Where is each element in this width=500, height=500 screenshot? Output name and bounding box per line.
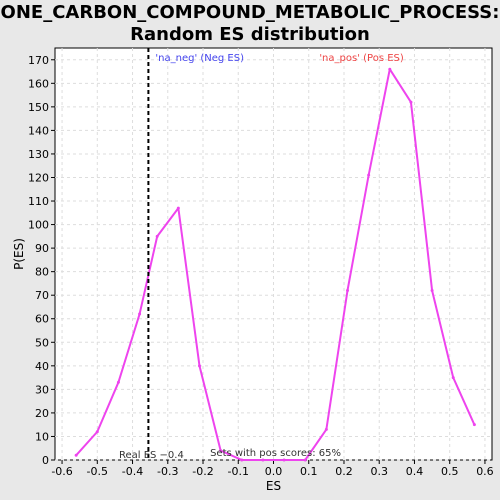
y-tick-label: 60 [35, 313, 49, 326]
x-tick-label: -0.1 [228, 465, 249, 478]
y-tick-label: 100 [28, 219, 49, 232]
x-tick-label: -0.2 [192, 465, 213, 478]
data-point [324, 427, 328, 431]
y-tick-label: 160 [28, 77, 49, 90]
x-tick-label: -0.3 [157, 465, 178, 478]
y-tick-label: 0 [42, 454, 49, 467]
y-tick-label: 140 [28, 124, 49, 137]
data-point [219, 449, 223, 453]
x-tick-label: 0.0 [265, 465, 283, 478]
data-point [176, 206, 180, 210]
x-tick-label: -0.5 [87, 465, 108, 478]
annotation-layer: Real ES −0.4 'na_neg' (Neg ES) 'na_pos' (P… [119, 48, 404, 461]
data-point [451, 376, 455, 380]
data-point [261, 458, 265, 462]
data-point [74, 453, 78, 457]
y-tick-label: 20 [35, 407, 49, 420]
data-point [472, 423, 476, 427]
y-tick-label: 30 [35, 383, 49, 396]
y-tick-label: 40 [35, 360, 49, 373]
data-point [346, 288, 350, 292]
data-point [388, 67, 392, 71]
data-point [303, 458, 307, 462]
data-point [367, 173, 371, 177]
y-tick-label: 90 [35, 242, 49, 255]
y-tick-label: 50 [35, 336, 49, 349]
y-tick-label: 10 [35, 430, 49, 443]
grid-layer [55, 48, 492, 461]
x-tick-label: 0.6 [476, 465, 494, 478]
pos-scores-label: Sets with pos scores: 65% [210, 448, 341, 459]
data-point [282, 458, 286, 462]
data-point [240, 458, 244, 462]
chart-title-line-2: Random ES distribution [130, 24, 370, 45]
series-line [75, 68, 476, 461]
y-tick-label: 70 [35, 289, 49, 302]
series-layer [74, 67, 476, 462]
data-point [116, 380, 120, 384]
axes-layer: 0 10 20 30 40 50 60 70 80 90 100 110 120 130 140 150 160… [12, 54, 494, 493]
neg-es-label: 'na_neg' (Neg ES) [155, 53, 244, 64]
data-point [95, 430, 99, 434]
y-tick-label: 150 [28, 101, 49, 114]
x-tick-label: 0.1 [300, 465, 318, 478]
data-point [138, 312, 142, 316]
x-tick-label: 0.5 [441, 465, 459, 478]
y-tick-label: 80 [35, 266, 49, 279]
x-tick-label: -0.6 [51, 465, 72, 478]
y-tick-label: 120 [28, 171, 49, 184]
y-tick-label: 110 [28, 195, 49, 208]
y-axis-label: P(ES) [12, 238, 26, 270]
x-tick-label: 0.3 [370, 465, 388, 478]
x-tick-label: 0.4 [406, 465, 424, 478]
data-point [430, 288, 434, 292]
real-es-label: Real ES −0.4 [119, 450, 184, 461]
y-tick-label: 170 [28, 54, 49, 67]
data-point [409, 100, 413, 104]
data-point [155, 234, 159, 238]
x-axis-label: ES [266, 479, 281, 493]
y-tick-label: 130 [28, 148, 49, 161]
chart-title-line-1: ONE_CARBON_COMPOUND_METABOLIC_PROCESS: [0, 2, 500, 23]
data-point [197, 364, 201, 368]
x-tick-label: -0.4 [122, 465, 143, 478]
x-tick-label: 0.2 [335, 465, 353, 478]
pos-es-label: 'na_pos' (Pos ES) [319, 53, 404, 64]
